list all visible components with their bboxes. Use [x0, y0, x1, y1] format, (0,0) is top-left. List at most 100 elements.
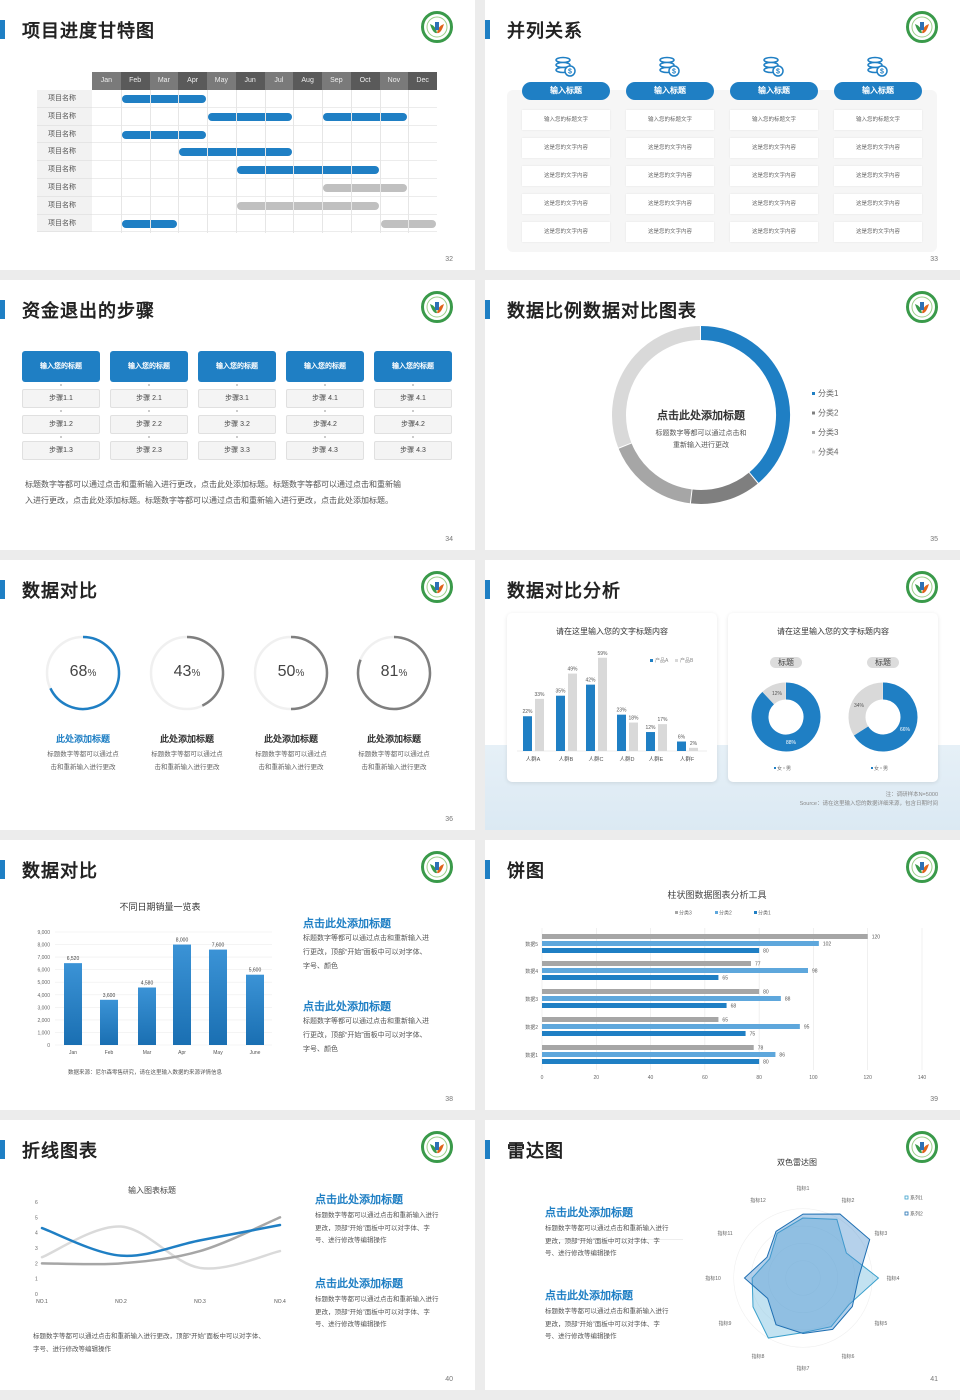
- x-tick-label: NO.4: [274, 1299, 286, 1305]
- gantt-bar[interactable]: [323, 112, 408, 121]
- text-line: 标题数字等都可以通过点击和重新输入进行: [315, 1296, 439, 1303]
- step-label: 步骤 3.2: [224, 421, 250, 428]
- legend-swatch: [774, 767, 776, 769]
- step-box[interactable]: 步骤3.1: [198, 389, 276, 408]
- slide-title: 并列关系: [507, 21, 583, 41]
- column-header-pill[interactable]: 输入标题: [626, 82, 714, 100]
- step-label: 步骤 2.1: [136, 395, 162, 402]
- column-header-pill[interactable]: 输入标题: [834, 82, 922, 100]
- x-tick-label: NO.1: [36, 1299, 48, 1305]
- sales-bar-chart: 0 1,000 2,000 3,000 4,000 5,000 6,000 7,000 8,00…: [37, 930, 272, 1056]
- gantt-bar[interactable]: [121, 130, 206, 139]
- bar: [542, 1052, 776, 1057]
- row-label: 项目名称: [48, 201, 76, 209]
- step-box[interactable]: 步骤4.2: [374, 415, 452, 434]
- step-box[interactable]: 步骤1.3: [22, 441, 100, 460]
- step-box[interactable]: 步骤 4.1: [374, 389, 452, 408]
- legend-swatch: [812, 392, 815, 395]
- gantt-bar[interactable]: [236, 201, 379, 210]
- gantt-grid-line: [408, 90, 410, 233]
- y-tick-label: 1,000: [37, 1030, 50, 1036]
- step-header[interactable]: 输入您的标题: [286, 351, 364, 382]
- title-accent-bar: [0, 1140, 5, 1159]
- bar-value-label: 23%: [616, 708, 627, 714]
- gantt-row-label: 项目名称: [37, 196, 92, 215]
- donut-slice: [848, 682, 884, 736]
- content-cell: 这是您的文字内容: [522, 194, 610, 214]
- donut-label-pill: 标题: [867, 657, 899, 668]
- cell-text: 这是您的文字内容: [647, 145, 692, 151]
- gantt-bar[interactable]: [236, 166, 379, 175]
- step-box[interactable]: 步骤 4.3: [286, 441, 364, 460]
- y-tick-label: 0: [35, 1292, 38, 1298]
- gantt-month-header: May: [207, 72, 236, 90]
- gantt-grid-line: [350, 90, 352, 233]
- step-box[interactable]: 步骤1.1: [22, 389, 100, 408]
- axis-label: 指标1: [797, 1185, 810, 1192]
- step-box[interactable]: 步骤 3.3: [198, 441, 276, 460]
- gantt-bar[interactable]: [208, 112, 293, 121]
- step-header[interactable]: 输入您的标题: [374, 351, 452, 382]
- step-box[interactable]: 步骤 4.1: [286, 389, 364, 408]
- axis-label: 指标12: [750, 1197, 766, 1204]
- gantt-month-header: Sep: [322, 72, 351, 90]
- connector-dot: [60, 384, 62, 386]
- radar-grid: [750, 1225, 856, 1331]
- category-label: 数据3: [525, 996, 538, 1003]
- gantt-row-label: 项目名称: [37, 125, 92, 144]
- donut-label: 标题: [778, 658, 794, 667]
- ring-progress: [356, 635, 432, 711]
- step-box[interactable]: 步骤1.2: [22, 415, 100, 434]
- step-box[interactable]: 步骤 2.2: [110, 415, 188, 434]
- gantt-bar[interactable]: [121, 95, 206, 103]
- content-cell: 输入您的标题文字: [834, 110, 922, 130]
- bar-value-label: 98: [812, 969, 818, 975]
- y-tick-label: 9,000: [37, 930, 50, 936]
- cell-text: 这是您的文字内容: [751, 229, 796, 235]
- bar-value-label: 42%: [585, 678, 596, 684]
- category-label: 数据1: [525, 1052, 538, 1059]
- ring-number: 81: [380, 663, 399, 680]
- gantt-month-header: Jun: [235, 72, 265, 90]
- content-cell: 这是您的文字内容: [834, 194, 922, 214]
- step-box[interactable]: 步骤 3.2: [198, 415, 276, 434]
- column-header-pill[interactable]: 输入标题: [522, 82, 610, 100]
- step-box[interactable]: 步骤 2.1: [110, 389, 188, 408]
- step-box[interactable]: 步骤 4.3: [374, 441, 452, 460]
- step-label: 步骤1.1: [49, 395, 73, 402]
- step-header[interactable]: 输入您的标题: [110, 351, 188, 382]
- content-cell: 这是您的文字内容: [522, 138, 610, 158]
- divider: [545, 1239, 683, 1240]
- legend-label: 产品B: [680, 657, 694, 664]
- step-label: 步骤3.1: [225, 395, 249, 402]
- school-emblem-logo: [421, 11, 453, 43]
- item-text: 击和重新输入进行更改: [361, 764, 427, 771]
- step-box[interactable]: 步骤 2.3: [110, 441, 188, 460]
- column-header-pill[interactable]: 输入标题: [730, 82, 818, 100]
- gantt-grid-line: [149, 90, 151, 233]
- step-header-label: 输入您的标题: [304, 363, 346, 370]
- step-header-label: 输入您的标题: [128, 363, 170, 370]
- bar-value-label: 18%: [628, 716, 639, 722]
- bar-value-label: 80: [763, 990, 769, 996]
- bar: [542, 989, 760, 994]
- bar-value-label: 65: [722, 1018, 728, 1024]
- line-chart: 0 1 2 3 4 5 6 NO.1 NO.2 NO.3 NO.4: [35, 1200, 286, 1305]
- radar-grid: [785, 1260, 821, 1296]
- bar: [542, 968, 808, 973]
- svg-text:$: $: [776, 69, 780, 76]
- item-title: 此处添加标题: [263, 734, 318, 744]
- step-header[interactable]: 输入您的标题: [198, 351, 276, 382]
- column-header-label: 输入标题: [862, 86, 894, 95]
- bar: [523, 716, 532, 751]
- gantt-bar[interactable]: [323, 184, 408, 192]
- step-label: 步骤 3.3: [224, 447, 250, 454]
- bar: [173, 944, 191, 1045]
- step-header-label: 输入您的标题: [392, 363, 434, 370]
- y-tick-label: 4,000: [37, 993, 50, 999]
- bar: [535, 698, 544, 751]
- step-box[interactable]: 步骤4.2: [286, 415, 364, 434]
- bar-value-label: 35%: [555, 689, 566, 695]
- bar: [542, 948, 760, 953]
- step-header[interactable]: 输入您的标题: [22, 351, 100, 382]
